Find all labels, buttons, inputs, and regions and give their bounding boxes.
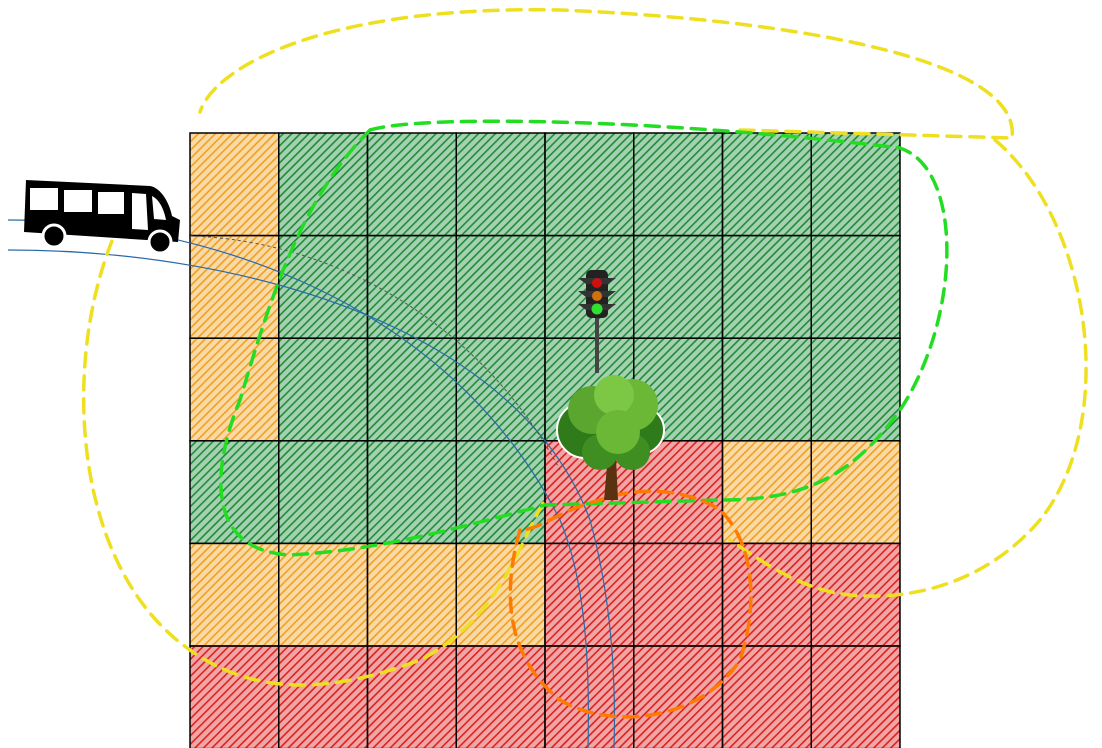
grid-cell (634, 543, 723, 646)
grid-cell (368, 441, 457, 544)
grid-cell (723, 133, 812, 236)
grid-cell (279, 338, 368, 441)
grid-cell (368, 133, 457, 236)
grid-cell (279, 441, 368, 544)
grid-cell (723, 543, 812, 646)
grid-cell (811, 646, 900, 748)
grid-cell (723, 646, 812, 748)
grid-cell (279, 543, 368, 646)
grid-cell (456, 646, 545, 748)
grid-cell (545, 543, 634, 646)
grid-cell (545, 133, 634, 236)
grid-cell (456, 543, 545, 646)
grid-cell (190, 133, 279, 236)
scene (0, 0, 1102, 748)
grid-cell (634, 133, 723, 236)
grid-cell (456, 133, 545, 236)
grid-cell (190, 646, 279, 748)
grid-cell (190, 236, 279, 339)
grid-cell (723, 236, 812, 339)
grid-cell (368, 236, 457, 339)
grid-cell (811, 236, 900, 339)
grid-cell (634, 646, 723, 748)
grid-cell (811, 441, 900, 544)
grid-cell (811, 133, 900, 236)
grid-cell (723, 338, 812, 441)
grid-cell (634, 236, 723, 339)
grid-cell (190, 338, 279, 441)
grid-cell (456, 236, 545, 339)
grid-cell (368, 543, 457, 646)
yellow-zone (200, 10, 1012, 138)
grid-cell (190, 543, 279, 646)
bus (24, 180, 180, 253)
grid-cell (279, 646, 368, 748)
